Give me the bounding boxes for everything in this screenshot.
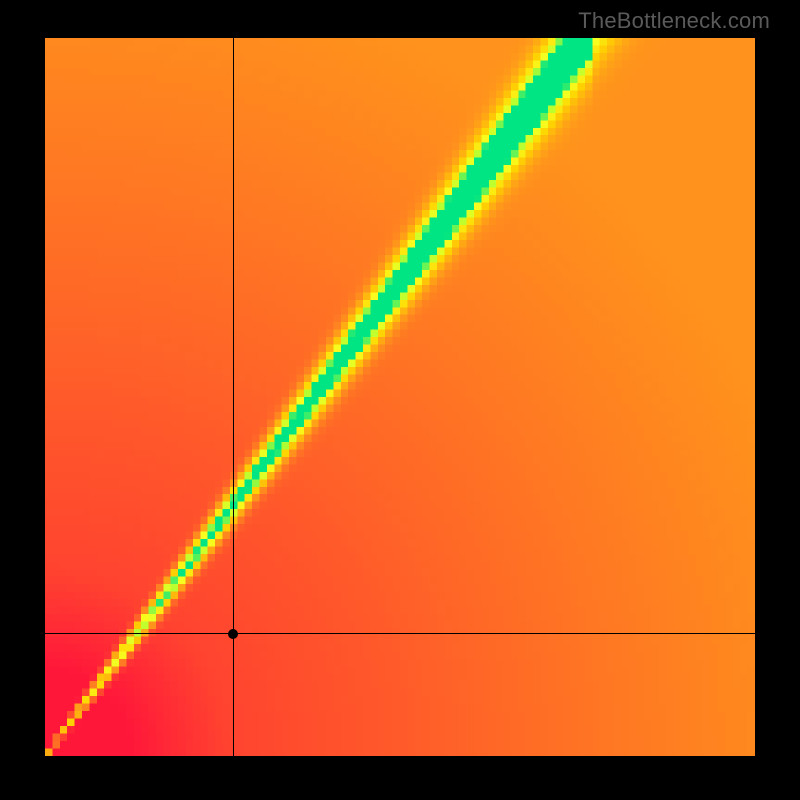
bottleneck-heatmap (45, 38, 755, 756)
plot-area (45, 38, 755, 756)
chart-container: TheBottleneck.com (0, 0, 800, 800)
watermark-text: TheBottleneck.com (578, 8, 770, 34)
